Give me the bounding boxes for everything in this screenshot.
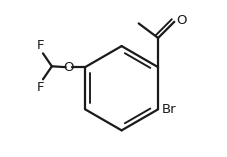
Text: O: O [176,14,187,27]
Text: F: F [37,81,44,94]
Text: F: F [37,39,44,52]
Text: O: O [64,61,74,74]
Text: Br: Br [162,103,176,116]
